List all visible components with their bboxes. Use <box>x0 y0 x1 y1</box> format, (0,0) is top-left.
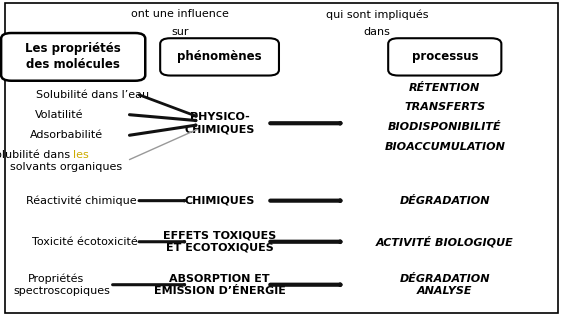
Text: sur: sur <box>171 27 189 37</box>
Text: CHIMIQUES: CHIMIQUES <box>185 196 255 206</box>
Text: EFFETS TOXIQUES
ET ECOTOXIQUES: EFFETS TOXIQUES ET ECOTOXIQUES <box>163 231 276 253</box>
Text: spectroscopiques: spectroscopiques <box>14 286 110 296</box>
Text: les: les <box>73 150 89 160</box>
Text: BIOACCUMULATION: BIOACCUMULATION <box>385 142 505 152</box>
Text: RÉTENTION: RÉTENTION <box>409 83 480 94</box>
Text: Toxicité écotoxicité: Toxicité écotoxicité <box>32 237 137 247</box>
FancyBboxPatch shape <box>388 38 502 76</box>
Text: DÉGRADATION: DÉGRADATION <box>400 196 490 206</box>
Text: Adsorbabilité: Adsorbabilité <box>30 130 103 140</box>
Text: ACTIVITÉ BIOLOGIQUE: ACTIVITÉ BIOLOGIQUE <box>376 236 513 247</box>
Text: processus: processus <box>412 50 478 64</box>
Text: BIODISPONIBILITÉ: BIODISPONIBILITÉ <box>388 122 502 132</box>
Text: solvants organiques: solvants organiques <box>10 162 123 173</box>
FancyBboxPatch shape <box>1 33 145 81</box>
Text: Les propriétés
des molécules: Les propriétés des molécules <box>25 42 121 71</box>
Text: dans: dans <box>364 27 391 37</box>
Text: TRANSFERTS: TRANSFERTS <box>404 102 485 112</box>
FancyBboxPatch shape <box>5 3 558 313</box>
Text: ABSORPTION ET
ÉMISSION D’ÉNERGIE: ABSORPTION ET ÉMISSION D’ÉNERGIE <box>154 274 285 296</box>
Text: qui sont impliqués: qui sont impliqués <box>326 9 428 20</box>
Text: ont une influence: ont une influence <box>131 9 229 20</box>
Text: Réactivité chimique: Réactivité chimique <box>26 195 137 206</box>
Text: PHYSICO-
CHIMIQUES: PHYSICO- CHIMIQUES <box>185 112 255 134</box>
Text: Solubilité dans l’eau: Solubilité dans l’eau <box>37 90 149 100</box>
FancyBboxPatch shape <box>160 38 279 76</box>
Text: ANALYSE: ANALYSE <box>417 286 472 296</box>
Text: DÉGRADATION: DÉGRADATION <box>400 274 490 284</box>
Text: Volatilité: Volatilité <box>35 110 83 120</box>
Text: phénomènes: phénomènes <box>177 50 262 64</box>
Text: Solubilité dans: Solubilité dans <box>0 150 73 160</box>
Text: Propriétés: Propriétés <box>28 273 84 284</box>
